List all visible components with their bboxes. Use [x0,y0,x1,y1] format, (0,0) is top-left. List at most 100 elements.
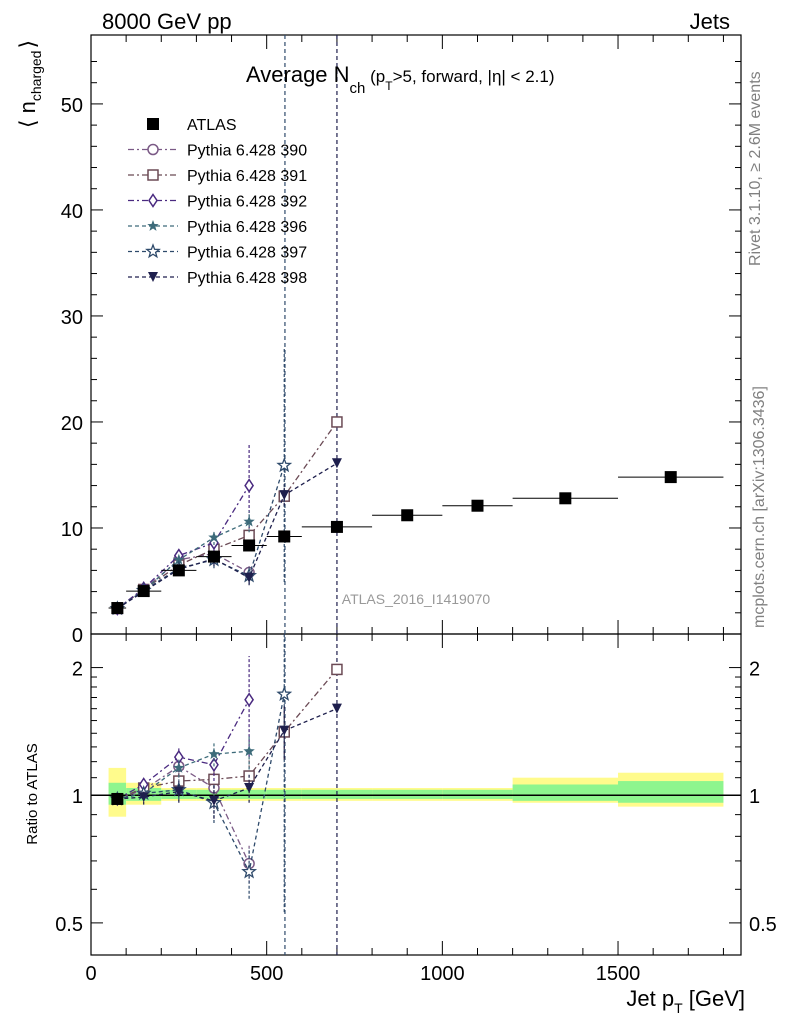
main-y-axis-label-close: ⟩ [15,40,40,49]
x-tick-label: 500 [250,963,283,985]
main-panel-series [108,35,724,955]
main-y-tick-label: 10 [61,519,83,541]
data-point [173,553,185,565]
ratio-y-tick-label: 0.5 [55,914,83,936]
data-point [664,471,677,484]
data-point [137,585,150,598]
data-point [331,416,343,428]
ratio-y-tick-label-right: 2 [749,659,760,681]
data-point [401,509,414,522]
legend-label: Pythia 6.428 390 [187,143,307,160]
x-tick-label: 0 [85,963,96,985]
ratio-band-inner [196,789,232,799]
legend-label: Pythia 6.428 391 [187,168,307,185]
data-point [331,458,342,469]
data-point [276,457,293,473]
x-axis-label: Jet pT [GeV] [626,986,745,1016]
header-process-label: Jets [690,9,730,34]
ratio-panel-series [109,634,343,913]
plot-title: Average Nch (pT>5, forward, |η| < 2.1) [246,62,555,97]
data-point [331,703,342,714]
x-tick-label: 1500 [596,963,641,985]
ratio-y-tick-label-right: 1 [749,786,760,808]
legend-label: Pythia 6.428 396 [187,219,307,236]
data-point [243,745,255,757]
main-y-tick-label: 40 [61,201,83,223]
data-point [331,663,343,676]
ratio-band-inner [442,789,513,799]
main-y-axis-label-sub: charged [28,51,44,102]
ratio-uncertainty-bands [91,767,741,817]
ratio-band-inner [618,781,724,803]
legend: ATLAS Pythia 6.428 390 Pythia 6.428 391 Pyt… [128,117,307,287]
ratio-reference-point [111,792,124,805]
data-point [244,783,255,794]
series-pythia-6-428-391 [111,416,343,615]
legend-marker [148,193,158,208]
legend-marker [147,143,159,156]
ratio-y-tick-label: 2 [72,659,83,681]
data-point [138,792,149,803]
rivet-version-label: Rivet 3.1.10, ≥ 2.6M events [747,71,764,266]
legend-label: Pythia 6.428 392 [187,194,307,211]
data-point [559,492,572,505]
data-point [208,748,220,759]
x-axis-label-text: Jet p [626,986,674,1011]
legend-label: Pythia 6.428 397 [187,245,307,262]
main-y-axis-label-text: ⟨ n [15,101,40,128]
ratio-y-tick-label: 1 [72,786,83,808]
data-point [244,478,255,493]
x-axis-label-sub: T [674,1000,683,1016]
main-y-tick-label: 30 [61,307,83,329]
plot-title-main: Average N [246,62,350,87]
data-point [276,685,293,702]
ratio-band-inner [372,789,443,799]
ratio-band-inner [231,789,267,799]
data-point [208,795,219,806]
legend-label: Pythia 6.428 398 [187,270,307,287]
legend-marker [147,220,159,231]
main-y-tick-label: 20 [61,413,83,435]
data-point [111,602,124,615]
legend-marker [147,169,159,181]
data-point [279,490,290,501]
legend-marker [145,243,161,259]
series-pythia-6-428-392 [112,655,255,807]
data-point [243,515,255,527]
series-pythia-6-428-398 [112,703,342,819]
legend-marker [147,118,159,130]
ratio-y-tick-label-right: 0.5 [749,914,777,936]
legend-entry: Pythia 6.428 390 [128,143,307,160]
data-point [278,530,291,543]
series-line [116,462,338,610]
main-y-tick-label: 50 [61,95,83,117]
legend-label: ATLAS [187,117,237,134]
data-point [172,564,185,577]
ratio-band-inner [512,784,619,801]
legend-entry: Pythia 6.428 392 [128,193,307,211]
data-point [243,539,256,552]
series-pythia-6-428-397 [109,348,293,616]
series-line [116,421,338,610]
legend-entry: Pythia 6.428 397 [128,243,307,262]
data-point [244,692,255,708]
ratio-y-axis-label: Ratio to ATLAS [24,743,41,844]
series-line [116,552,250,610]
data-point [330,520,343,533]
plot-title-paren: (p [365,67,385,86]
main-y-axis-label: ⟨ ncharged ⟩ [15,40,44,128]
legend-marker [148,272,158,282]
data-point [241,863,258,879]
data-point [471,499,484,512]
series-pythia-6-428-390 [111,547,255,615]
legend-entry: Pythia 6.428 396 [128,219,307,236]
plot-title-paren-rest: >5, forward, |η| < 2.1) [393,67,555,86]
analysis-watermark: ATLAS_2016_I1419070 [342,591,491,607]
legend-entry: ATLAS [147,117,237,134]
header-energy-label: 8000 GeV pp [102,9,232,34]
mcplots-reference-label: mcplots.cern.ch [arXiv:1306.3436] [751,386,768,628]
series-atlas [108,471,724,615]
plot-title-sub: ch [350,80,366,97]
